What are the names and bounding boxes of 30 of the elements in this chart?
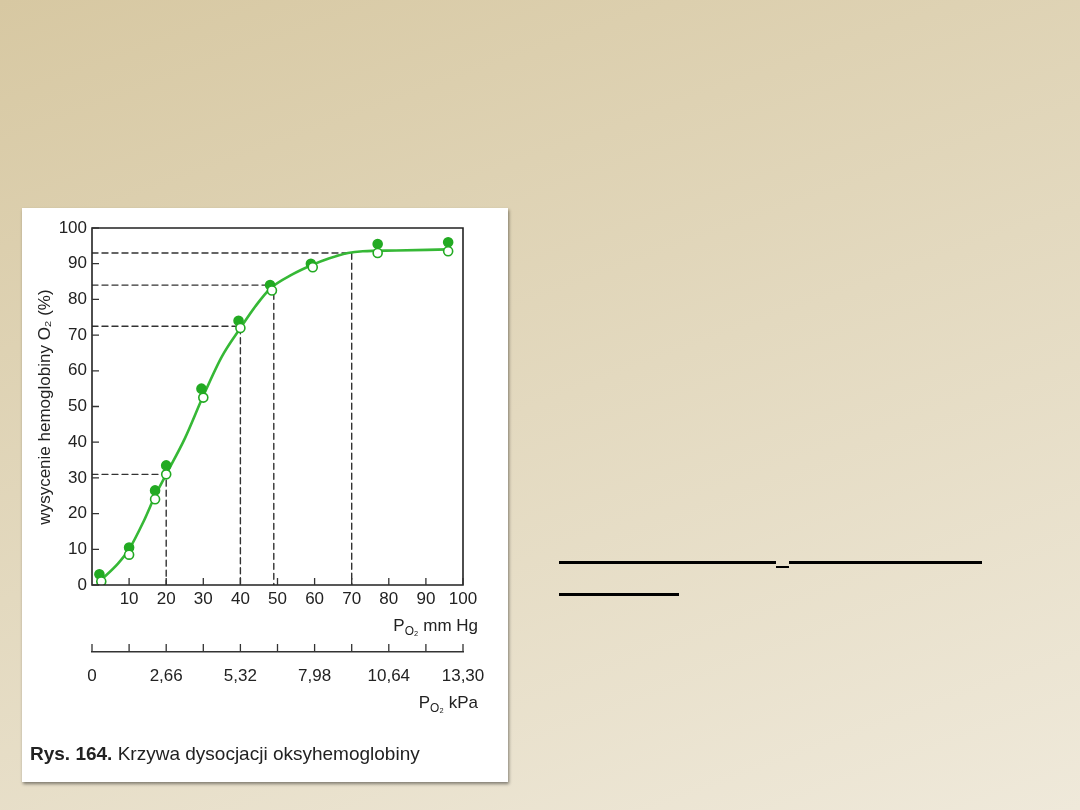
x2-tick-label: 2,66 [149,665,183,685]
y-tick-label: 10 [68,538,87,558]
y-tick-label: 100 [58,217,87,237]
x-tick-label: 90 [416,588,436,608]
x-tick-label: 50 [268,588,287,608]
x-tick-label: 80 [379,588,399,608]
y-tick-label: 20 [68,503,87,523]
text: Rys. 164. Krzywa dysocjacji oksyhemoglobiny [30,743,420,764]
x2-tick-label: 7,98 [298,665,332,685]
x2-tick-label: 10,64 [367,665,411,685]
y-tick-label: 0 [77,574,87,594]
x2-tick-label: 5,32 [223,665,257,685]
x-tick-label: 10 [119,588,139,608]
y-axis-title: wysycenie hemoglobiny O₂ (%) [35,288,55,525]
x2-tick-label: 13,30 [441,665,485,685]
y-tick-label: 30 [68,467,87,487]
x-tick-label: 20 [156,588,176,608]
y-tick-label: 50 [68,396,87,416]
x-tick-label: 40 [230,588,250,608]
x-tick-label: 100 [448,588,478,608]
x-tick-label: 30 [193,588,213,608]
x2-axis-title: P$_{O₂}$ kPa [418,693,478,715]
y-tick-label: 40 [68,431,87,451]
y-tick-label: 80 [68,289,87,309]
x-tick-label: 60 [305,588,325,608]
y-tick-label: 60 [68,360,87,380]
x-axis-title: P$_{O₂}$ mm Hg [393,616,478,638]
x-tick-label: 70 [342,588,362,608]
y-tick-label: 70 [68,324,87,344]
y-tick-label: 90 [68,253,87,273]
